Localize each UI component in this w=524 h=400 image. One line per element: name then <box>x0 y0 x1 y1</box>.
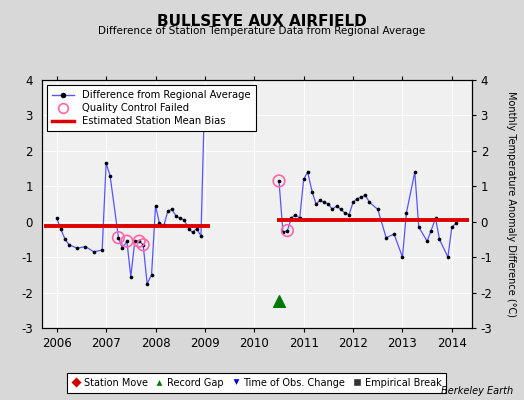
Point <box>300 176 308 182</box>
Point <box>172 213 180 220</box>
Point <box>320 199 329 206</box>
Point <box>374 206 382 212</box>
Point <box>139 242 147 248</box>
Point <box>160 222 168 228</box>
Point <box>423 238 431 244</box>
Text: BULLSEYE AUX AIRFIELD: BULLSEYE AUX AIRFIELD <box>157 14 367 29</box>
Point <box>61 236 69 243</box>
Point <box>90 249 98 255</box>
Point <box>176 215 184 221</box>
Point <box>184 226 193 232</box>
Point <box>283 227 291 234</box>
Point <box>139 242 147 248</box>
Point <box>275 298 283 305</box>
Point <box>151 202 160 209</box>
Point <box>361 192 369 198</box>
Point <box>275 178 283 184</box>
Point <box>73 245 82 252</box>
Point <box>435 236 444 243</box>
Point <box>135 238 144 244</box>
Point <box>402 210 411 216</box>
Y-axis label: Monthly Temperature Anomaly Difference (°C): Monthly Temperature Anomaly Difference (… <box>506 91 516 317</box>
Point <box>201 84 209 90</box>
Point <box>287 215 296 221</box>
Legend: Station Move, Record Gap, Time of Obs. Change, Empirical Break: Station Move, Record Gap, Time of Obs. C… <box>67 373 446 392</box>
Point <box>398 254 407 260</box>
Point <box>452 220 460 227</box>
Point <box>135 238 144 244</box>
Point <box>414 224 423 230</box>
Point <box>52 215 61 221</box>
Point <box>365 199 374 206</box>
Point <box>303 169 312 175</box>
Point <box>308 188 316 195</box>
Point <box>279 229 287 236</box>
Point <box>291 212 300 218</box>
Text: Difference of Station Temperature Data from Regional Average: Difference of Station Temperature Data f… <box>99 26 425 36</box>
Point <box>188 229 196 236</box>
Point <box>382 234 390 241</box>
Point <box>123 238 131 244</box>
Point <box>192 226 201 232</box>
Point <box>130 238 139 244</box>
Point <box>81 243 90 250</box>
Point <box>275 178 283 184</box>
Point <box>102 160 111 166</box>
Point <box>411 169 419 175</box>
Point <box>106 172 114 179</box>
Point <box>431 215 440 221</box>
Point <box>345 212 353 218</box>
Point <box>324 201 333 207</box>
Point <box>155 220 163 227</box>
Point <box>341 210 349 216</box>
Point <box>114 234 123 241</box>
Point <box>283 227 291 234</box>
Point <box>180 217 188 223</box>
Point <box>65 242 73 248</box>
Text: Berkeley Earth: Berkeley Earth <box>441 386 514 396</box>
Point <box>316 197 324 204</box>
Point <box>98 247 106 253</box>
Point <box>349 199 357 206</box>
Point <box>296 215 304 221</box>
Point <box>114 234 123 241</box>
Point <box>447 224 456 230</box>
Point <box>444 254 452 260</box>
Point <box>123 238 131 244</box>
Point <box>196 233 205 239</box>
Point <box>328 206 336 212</box>
Point <box>353 196 361 202</box>
Point <box>312 201 320 207</box>
Point <box>147 272 156 278</box>
Point <box>163 208 172 214</box>
Point <box>57 226 65 232</box>
Point <box>168 206 176 212</box>
Point <box>143 280 151 287</box>
Point <box>118 245 127 252</box>
Point <box>357 194 366 200</box>
Point <box>333 202 341 209</box>
Point <box>427 227 435 234</box>
Point <box>127 274 135 280</box>
Point <box>336 206 345 212</box>
Point <box>390 231 398 237</box>
